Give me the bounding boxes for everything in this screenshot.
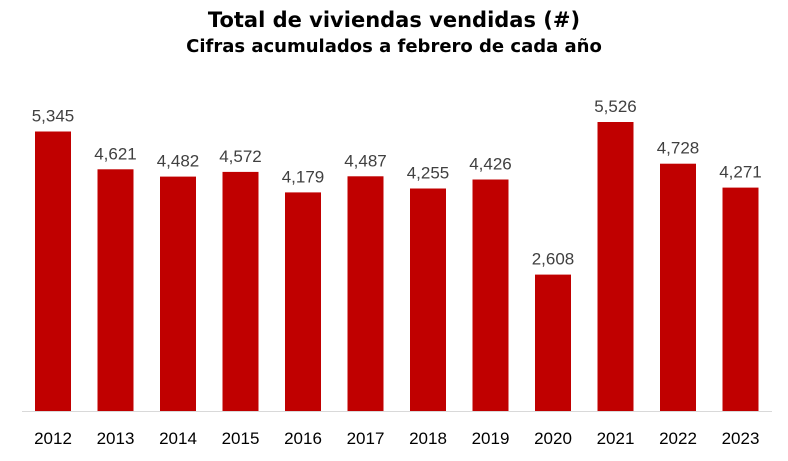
x-tick-label-2019: 2019 [472,429,510,448]
chart-title: Total de viviendas vendidas (#) [207,8,581,32]
bar-2014 [160,176,196,411]
x-tick-label-2014: 2014 [159,429,197,448]
bar-2013 [97,169,134,411]
data-label-2017: 4,487 [344,151,387,170]
chart-title-block: Total de viviendas vendidas (#) Cifras a… [0,6,788,60]
bar-2017 [347,176,384,411]
data-label-2021: 5,526 [594,97,637,116]
data-label-2012: 5,345 [32,107,75,126]
x-tick-label-2021: 2021 [597,429,635,448]
data-label-2019: 4,426 [469,155,512,174]
x-tick-label-2015: 2015 [222,429,260,448]
x-tick-label-2023: 2023 [722,429,760,448]
data-label-2020: 2,608 [532,250,575,269]
data-label-2014: 4,482 [157,152,200,171]
x-tick-label-2012: 2012 [34,429,72,448]
bar-2018 [410,188,446,411]
data-label-2023: 4,271 [719,163,762,182]
bar-2022 [660,163,696,411]
data-label-2013: 4,621 [94,144,137,163]
bar-2023 [722,187,759,411]
bar-2021 [597,122,634,411]
data-label-2015: 4,572 [219,147,262,166]
x-tick-label-2022: 2022 [659,429,697,448]
bar-2015 [222,171,259,411]
bar-2012 [35,131,71,411]
chart-subtitle: Cifras acumulados a febrero de cada año [186,36,602,57]
x-tick-label-2018: 2018 [409,429,447,448]
data-label-2016: 4,179 [282,167,325,186]
x-tick-label-2020: 2020 [534,429,572,448]
x-tick-label-2017: 2017 [347,429,385,448]
x-tick-label-2016: 2016 [284,429,322,448]
bar-2020 [535,274,571,411]
data-label-2018: 4,255 [407,164,450,183]
data-label-2022: 4,728 [657,139,700,158]
x-tick-label-2013: 2013 [97,429,135,448]
bar-2016 [285,192,321,411]
bar-2019 [472,179,509,411]
